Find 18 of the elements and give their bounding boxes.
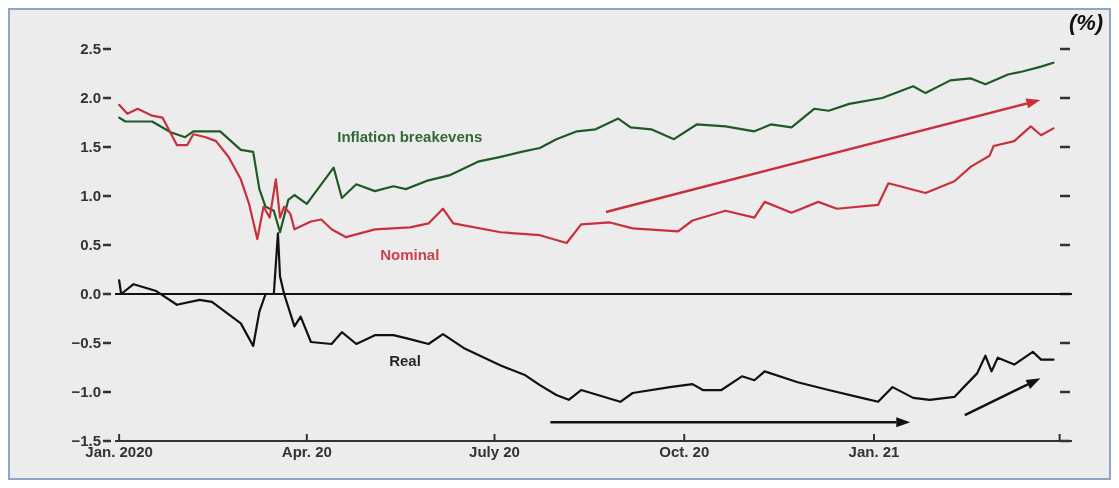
x-tick-label: Oct. 20 [659, 443, 710, 460]
line-series [118, 61, 1055, 234]
y-tick-label: 0.0 [80, 285, 101, 303]
y-tick-label: 0.5 [80, 236, 101, 254]
y-tick-label: 2.5 [80, 40, 101, 58]
x-tick-label: Jan. 21 [848, 443, 900, 460]
x-tick-label: July 20 [469, 443, 520, 460]
y-tick-label: 2.0 [80, 89, 101, 107]
x-tick-label: Apr. 20 [281, 443, 332, 460]
y-tick-label: −1.0 [71, 383, 101, 401]
series-label: Inflation breakevens [337, 128, 483, 146]
y-tick-label: −0.5 [71, 334, 101, 352]
series-label: Real [389, 351, 421, 369]
y-tick-label: 1.0 [80, 187, 101, 205]
line-series [118, 103, 1055, 245]
y-tick-label: 1.5 [80, 138, 101, 156]
y-axis-title: (%) [1068, 10, 1104, 35]
series-label: Nominal [380, 246, 440, 264]
